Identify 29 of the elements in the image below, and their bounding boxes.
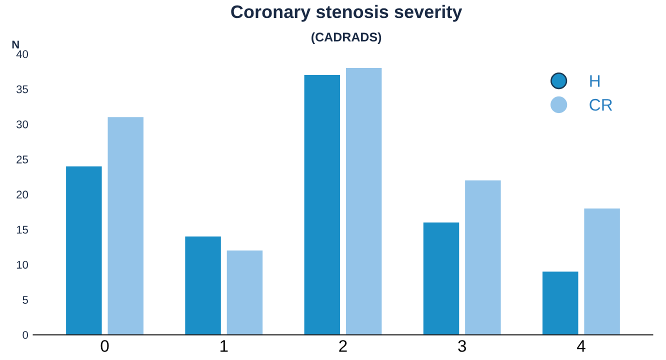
x-tick-label: 2 [339,340,347,352]
bar [226,250,263,335]
y-tick-label: 40 [16,50,28,58]
x-tick-label: 3 [458,340,466,352]
bar [304,75,340,335]
bar [465,180,501,335]
bar [346,68,382,335]
y-tick-label: 0 [22,331,28,339]
x-tick-label: 1 [220,340,228,352]
y-tick-label: 30 [16,120,28,128]
y-tick-label: 25 [16,156,28,164]
y-tick-label: 35 [16,85,28,94]
bar [542,272,578,335]
y-tick-label: 5 [22,296,28,304]
y-axis-title: N [12,40,19,48]
bar [584,208,620,335]
bar [66,166,102,335]
chart-title: Coronary stenosis severity [231,4,462,22]
bar [423,222,460,335]
x-tick-label: 0 [100,340,109,352]
y-tick-label: 15 [16,226,28,234]
legend-label: H [590,75,600,87]
chart-subtitle: (CADRADS) [312,32,382,44]
legend-label: CR [590,98,612,111]
bar [108,117,144,335]
x-tick-label: 4 [576,340,586,352]
bar [185,236,221,335]
y-tick-label: 10 [16,260,28,269]
y-tick-label: 20 [16,190,28,199]
